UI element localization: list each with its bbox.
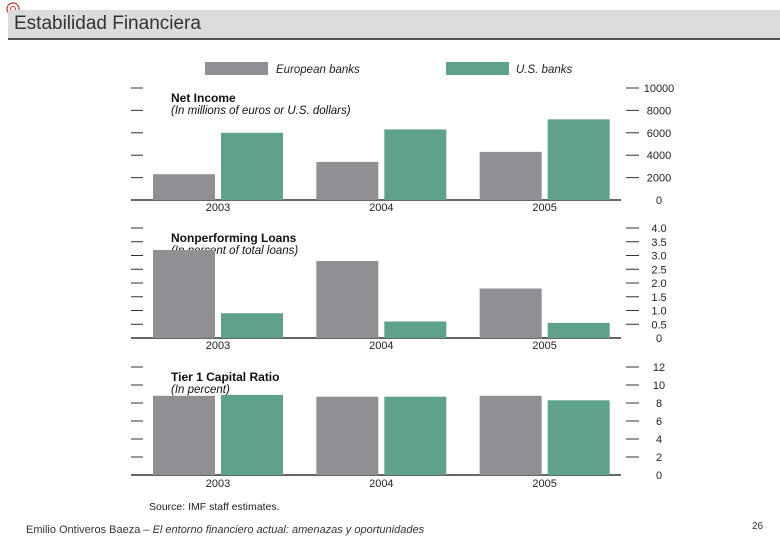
- panel-2-bar-2004-0: [316, 396, 379, 475]
- panel-2-title: Tier 1 Capital Ratio: [171, 370, 279, 384]
- legend-swatch-0: [205, 62, 268, 75]
- panel-0-bar-2005-0: [479, 151, 542, 200]
- footer-subtitle: El entorno financiero actual: amenazas y…: [152, 524, 425, 536]
- footer-separator: –: [140, 524, 153, 536]
- panel-2-bar-2003-1: [221, 394, 283, 475]
- panel-1-category-label: 2004: [369, 340, 393, 352]
- footer-credit: Emilio Ontiveros Baeza – El entorno fina…: [26, 524, 424, 536]
- page-title: Estabilidad Financiera: [14, 13, 201, 34]
- panel-1-category-label: 2003: [206, 340, 230, 352]
- panel-0-title: Net Income: [171, 91, 236, 105]
- legend-swatch-1: [446, 62, 509, 75]
- source-note: Source: IMF staff estimates.: [149, 501, 280, 513]
- panel-1-ytick-label: 3.5: [651, 237, 666, 249]
- panel-0-bar-2004-1: [384, 129, 447, 200]
- legend-label-1: U.S. banks: [516, 64, 572, 76]
- panel-2-bar-2005-1: [547, 400, 610, 475]
- panel-0-category-label: 2005: [532, 202, 556, 214]
- panel-2-ytick-label: 6: [656, 416, 662, 428]
- panel-2-category-label: 2003: [206, 478, 230, 490]
- chart-area: European banks U.S. banks 0 2000 4000 6000 800…: [121, 50, 693, 518]
- panel-0-ytick-label: 10000: [644, 83, 675, 95]
- panel-1-ytick-label: 4.0: [651, 223, 666, 235]
- panel-2-ytick-label: 10: [653, 380, 665, 392]
- panel-1-ytick-label: 3.0: [651, 251, 666, 263]
- panel-1-ytick-label: 2.5: [651, 264, 666, 276]
- panel-2-ytick-label: 0: [656, 470, 662, 482]
- panel-0-subtitle: (In millions of euros or U.S. dollars): [171, 105, 351, 117]
- panel-0-ytick-label: 4000: [647, 150, 671, 162]
- chart-svg: European banks U.S. banks0200040006000800…: [131, 62, 675, 513]
- panel-1-ytick-label: 0.5: [651, 319, 666, 331]
- footer-author: Emilio Ontiveros Baeza: [26, 524, 141, 536]
- panel-1-bar-2004-0: [316, 261, 379, 338]
- panel-2-bar-2003-0: [153, 395, 215, 475]
- panel-1-bar-2003-0: [153, 250, 215, 338]
- panel-0-ytick-label: 6000: [647, 128, 671, 140]
- panel-1-title: Nonperforming Loans: [171, 231, 297, 245]
- panel-2-ytick-label: 2: [656, 452, 662, 464]
- panel-1-bar-2005-0: [479, 288, 542, 338]
- panel-2-ytick-label: 4: [656, 434, 662, 446]
- panel-1-ytick-label: 2.0: [651, 278, 666, 290]
- panel-1-bar-2003-1: [221, 313, 283, 338]
- panel-2-ytick-label: 12: [653, 362, 665, 374]
- panel-1-ytick-label: 1.0: [651, 306, 666, 318]
- panel-2-bar-2005-0: [479, 395, 542, 475]
- panel-1-bar-2005-1: [547, 322, 610, 338]
- panel-2-category-label: 2005: [532, 478, 556, 490]
- panel-0-bar-2004-0: [316, 161, 379, 200]
- panel-0-bar-2003-1: [221, 132, 283, 200]
- panel-2-category-label: 2004: [369, 478, 393, 490]
- panel-0-bar-2005-1: [547, 119, 610, 200]
- panel-1-ytick-label: 0: [656, 333, 662, 345]
- panel-1-bar-2004-1: [384, 321, 447, 338]
- panel-0-bar-2003-0: [153, 174, 215, 200]
- panel-0-category-label: 2004: [369, 202, 393, 214]
- panel-2-subtitle: (In percent): [171, 384, 230, 396]
- panel-0-ytick-label: 2000: [647, 173, 671, 185]
- page-number: 26: [752, 521, 764, 532]
- panel-0-ytick-label: 0: [656, 195, 662, 207]
- panel-1-ytick-label: 1.5: [651, 292, 666, 304]
- legend-label-0: European banks: [276, 64, 360, 76]
- title-bar: Estabilidad Financiera: [8, 10, 780, 40]
- panel-0-ytick-label: 8000: [647, 105, 671, 117]
- panel-1-category-label: 2005: [532, 340, 556, 352]
- panel-0-category-label: 2003: [206, 202, 230, 214]
- panel-2-ytick-label: 8: [656, 398, 662, 410]
- panel-2-bar-2004-1: [384, 396, 447, 475]
